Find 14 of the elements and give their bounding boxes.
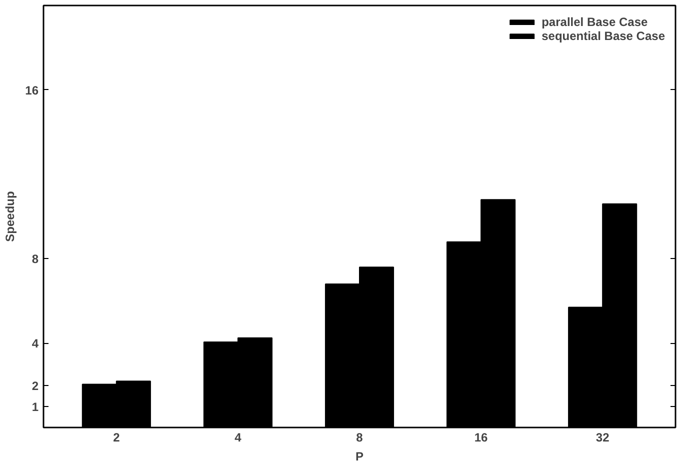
x-axis-title: P — [356, 450, 364, 464]
x-tick-label: 4 — [234, 430, 242, 444]
y-tick-label: 16 — [25, 83, 39, 98]
y-tick-label: 8 — [32, 252, 39, 266]
y-tick-label: 4 — [32, 336, 39, 351]
x-tick-label: 32 — [596, 430, 610, 444]
y-tick-label: 1 — [32, 400, 39, 414]
y-axis-title: Speedup — [3, 191, 18, 242]
y-tick-label: 2 — [32, 378, 39, 393]
x-tick-label: 16 — [474, 430, 488, 444]
legend-label: parallel Base Case — [542, 15, 648, 29]
x-tick-label: 8 — [356, 430, 364, 444]
legend-label: sequential Base Case — [542, 29, 665, 43]
x-tick-label: 2 — [113, 430, 120, 444]
